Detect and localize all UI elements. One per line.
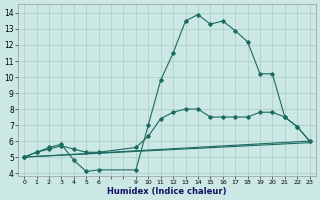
X-axis label: Humidex (Indice chaleur): Humidex (Indice chaleur) xyxy=(107,187,227,196)
